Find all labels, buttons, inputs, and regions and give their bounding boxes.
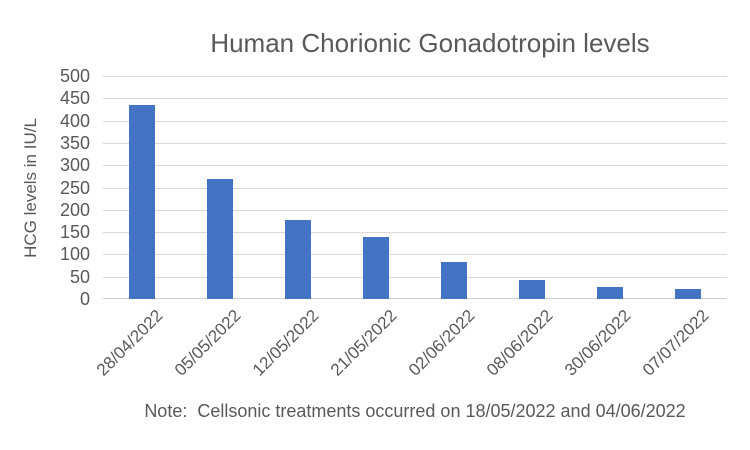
gridline [103,187,727,189]
chart-title: Human Chorionic Gonadotropin levels [210,28,650,58]
y-tick-label: 50 [69,266,90,287]
gridline [103,209,727,211]
gridline [103,165,727,167]
bar [441,261,467,299]
x-tick-label: 30/06/2022 [560,306,635,380]
y-tick-label: 300 [59,155,90,176]
gridline [103,254,727,256]
y-tick-label: 200 [59,199,90,220]
y-tick-label: 250 [59,177,90,198]
bar [519,279,545,299]
y-tick-label: 100 [59,244,90,265]
x-tick-label: 08/06/2022 [482,306,557,380]
note-text: Note: Cellsonic treatments occurred on 1… [144,401,686,421]
x-tick-label: 07/07/2022 [638,306,713,380]
x-axis-line [103,298,727,299]
x-tick-label: 21/05/2022 [326,306,401,380]
y-tick-label: 0 [79,289,90,309]
bar [129,105,155,299]
gridline [103,232,727,234]
y-tick-label: 400 [59,110,90,131]
gridline [103,98,727,100]
x-tick-label: 05/05/2022 [170,306,245,380]
x-tick-label: 12/05/2022 [248,306,323,380]
bar [207,178,233,299]
plot-area [103,76,727,299]
bar [597,286,623,299]
bar [363,237,389,299]
bar [675,289,701,299]
y-tick-label: 350 [59,132,90,153]
gridline [103,142,727,144]
x-tick-label: 28/04/2022 [92,306,167,380]
y-tick-label: 500 [59,66,90,86]
gridline [103,120,727,122]
x-tick-label: 02/06/2022 [404,306,479,380]
gridline [103,76,727,77]
y-tick-label: 450 [59,88,90,109]
gridline [103,276,727,278]
bar [285,219,311,299]
y-tick-label: 150 [59,222,90,243]
